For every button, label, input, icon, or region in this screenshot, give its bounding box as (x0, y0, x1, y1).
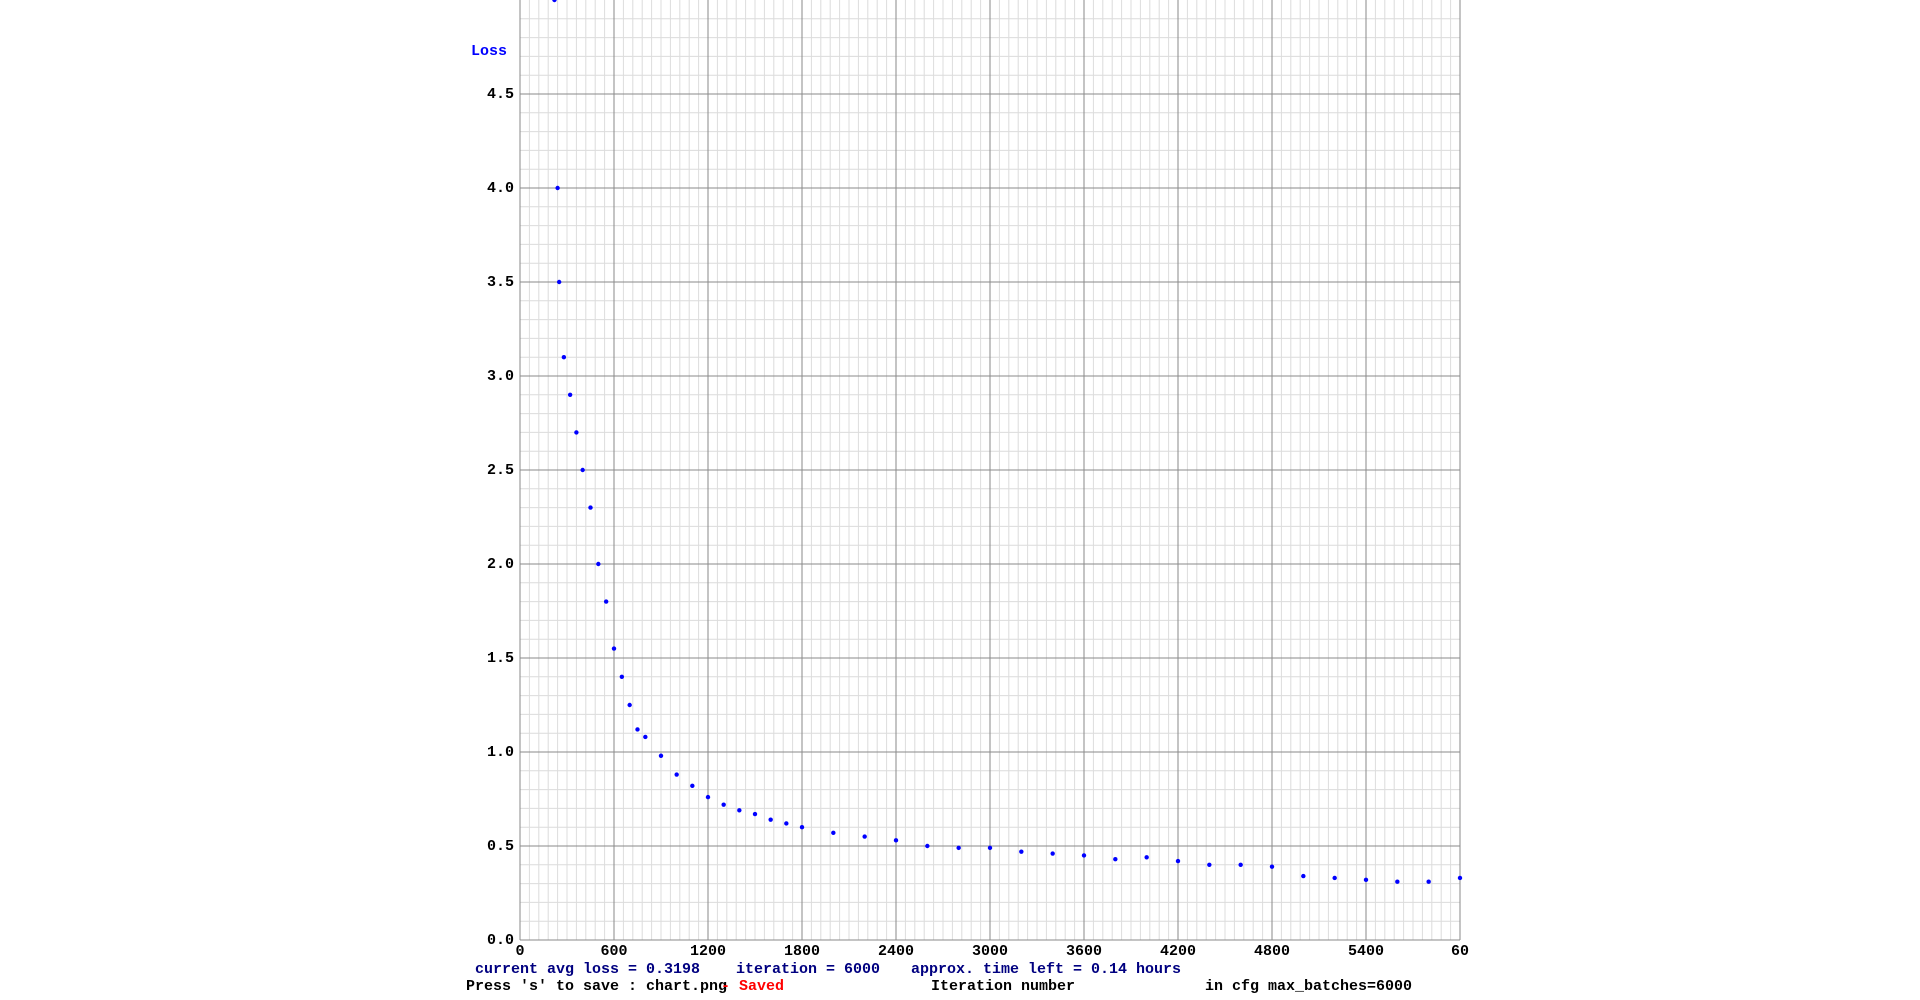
loss-point (956, 845, 961, 851)
y-tick-label: 1.0 (487, 744, 514, 761)
y-tick-label: 1.5 (487, 650, 514, 667)
loss-point (752, 811, 758, 817)
loss-point (768, 817, 773, 822)
loss-point (603, 599, 609, 604)
loss-point (643, 734, 648, 740)
loss-point (1081, 853, 1087, 858)
loss-point (893, 838, 899, 843)
loss-point (862, 834, 867, 839)
save-status: - Saved (721, 978, 784, 995)
loss-point (619, 674, 625, 679)
loss-point (799, 825, 805, 830)
loss-point (737, 808, 742, 813)
x-tick-label: 1800 (784, 943, 820, 960)
loss-point (1332, 875, 1337, 881)
y-tick-label: 3.5 (487, 274, 514, 291)
loss-point (588, 505, 593, 510)
loss-point (1113, 856, 1118, 862)
y-axis-label: Loss (471, 43, 507, 60)
x-tick-label: 600 (600, 943, 627, 960)
loss-point (1395, 879, 1400, 884)
loss-point (556, 279, 562, 285)
loss-point (721, 802, 726, 807)
loss-point (561, 355, 567, 360)
x-tick-label: 4800 (1254, 943, 1290, 960)
loss-point (627, 702, 632, 708)
time-left: approx. time left = 0.14 hours (911, 961, 1181, 978)
loss-point (552, 0, 557, 3)
loss-point (1175, 858, 1181, 864)
loss-point (987, 845, 993, 851)
y-tick-label: 3.0 (487, 368, 514, 385)
loss-point (635, 727, 640, 732)
y-tick-label: 0.5 (487, 838, 514, 855)
loss-point (831, 830, 836, 836)
save-hint: Press 's' to save : chart.png (466, 978, 727, 995)
loss-point (1050, 851, 1055, 856)
loss-point (611, 646, 617, 651)
x-tick-label: 2400 (878, 943, 914, 960)
loss-point (574, 430, 579, 435)
loss-point (1238, 862, 1243, 867)
x-tick-label: 0 (515, 943, 524, 960)
loss-point (1269, 864, 1275, 869)
y-tick-label: 4.5 (487, 86, 514, 103)
loss-point (580, 467, 585, 473)
y-tick-label: 2.0 (487, 556, 514, 573)
iteration: iteration = 6000 (736, 961, 880, 978)
loss-point (1019, 849, 1024, 854)
x-tick-label: 4200 (1160, 943, 1196, 960)
x-tick-label: 5400 (1348, 943, 1384, 960)
loss-point (690, 783, 695, 789)
loss-point (925, 843, 930, 849)
x-axis-label: Iteration number (931, 978, 1075, 995)
max-batches: in cfg max_batches=6000 (1205, 978, 1412, 995)
loss-point (567, 392, 573, 397)
x-tick-label: 1200 (690, 943, 726, 960)
avg-loss: current avg loss = 0.3198 (475, 961, 700, 978)
y-tick-label: 0.0 (487, 932, 514, 949)
loss-point (555, 185, 560, 191)
x-tick-label: 3000 (972, 943, 1008, 960)
loss-point (1363, 877, 1369, 883)
loss-point (674, 772, 679, 777)
loss-point (596, 561, 601, 567)
grid (519, 0, 1461, 941)
loss-point (658, 753, 664, 758)
x-tick-label: 60 (1451, 943, 1469, 960)
loss-point (1207, 862, 1212, 867)
y-tick-label: 4.0 (487, 180, 514, 197)
loss-point (1144, 855, 1149, 860)
loss-point (1301, 873, 1306, 879)
loss-point (705, 794, 711, 800)
loss-point (1457, 875, 1463, 881)
loss-point (1426, 879, 1431, 884)
y-tick-label: 2.5 (487, 462, 514, 479)
loss-point (784, 821, 789, 826)
x-tick-label: 3600 (1066, 943, 1102, 960)
